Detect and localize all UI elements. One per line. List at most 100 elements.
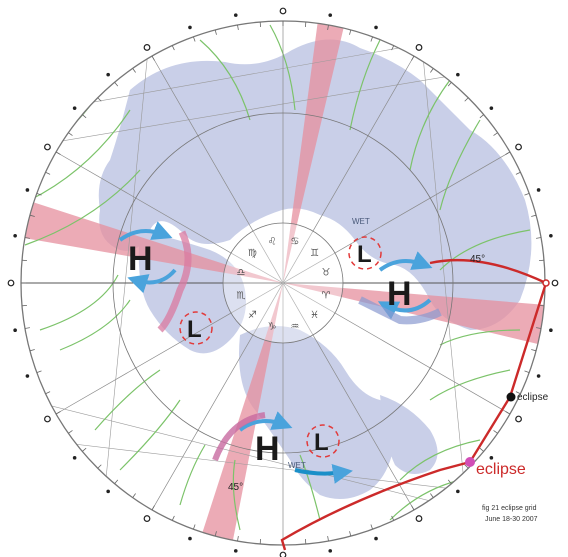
rim-tick (171, 515, 175, 521)
rim-tick (349, 531, 352, 537)
rim-marker (279, 7, 287, 15)
low-pressure-east: L WET (348, 217, 382, 270)
low-pressure-label: L (187, 316, 202, 343)
rim-tick (24, 327, 30, 329)
eclipse-path (280, 258, 548, 551)
low-pressure-label: L (314, 429, 329, 456)
zodiac-glyph: ♌ (268, 236, 277, 247)
red-band-west (21, 198, 283, 283)
high-pressure-label: H (255, 430, 280, 468)
rim-tick (68, 132, 73, 136)
rim-tick (370, 36, 373, 42)
angle-label-right: 45° (470, 254, 485, 265)
rim-marker (328, 549, 333, 553)
rim-marker (279, 551, 287, 557)
rim-marker (328, 13, 333, 17)
rim-tick (45, 171, 51, 175)
wet-label: WET (288, 461, 306, 470)
rim-tick (515, 391, 521, 395)
zodiac-glyph: ♐ (248, 310, 257, 321)
rim-marker (489, 106, 494, 110)
rim-tick (193, 36, 196, 42)
rim-tick (193, 524, 196, 530)
rim-tick (29, 349, 35, 352)
rim-marker (143, 44, 151, 51)
rim-marker (489, 456, 494, 460)
low-pressure-south: L (306, 424, 340, 458)
eclipse-point-small (506, 392, 516, 402)
rim-tick (151, 55, 155, 61)
rim-marker (25, 374, 30, 378)
rim-marker (374, 25, 378, 30)
rim-marker (106, 489, 110, 494)
rim-marker (415, 44, 423, 51)
zodiac-glyph: ♉ (322, 268, 331, 279)
rim-tick (524, 370, 530, 373)
high-pressure-label: H (387, 275, 412, 313)
rim-marker (233, 549, 238, 553)
eclipse-point-large (465, 457, 475, 467)
rim-marker (374, 536, 378, 541)
rim-tick (411, 505, 415, 511)
eclipse-label-small: eclipse (517, 392, 549, 403)
rim-tick (82, 114, 87, 119)
rim-marker (415, 515, 423, 522)
rim-tick (531, 214, 537, 217)
rim-tick (29, 214, 35, 217)
wet-label: WET (352, 217, 370, 226)
rim-tick (447, 82, 452, 87)
rim-tick (45, 391, 51, 395)
rim-tick (214, 531, 217, 537)
rim-marker (536, 374, 541, 378)
zodiac-glyph: ♏ (236, 290, 245, 301)
zodiac-glyph: ♎ (236, 268, 245, 279)
rim-tick (151, 505, 155, 511)
rim-tick (82, 447, 87, 452)
rim-markers (7, 7, 559, 557)
zodiac-glyph: ♊ (310, 248, 319, 259)
rim-tick (327, 536, 329, 542)
zodiac-glyph: ♑ (268, 322, 277, 333)
rim-tick (114, 82, 119, 87)
rim-tick (447, 479, 452, 484)
rim-tick (36, 193, 42, 196)
rim-tick (493, 132, 498, 136)
rim-ticks (21, 21, 545, 545)
rim-tick (55, 411, 61, 415)
high-pressure-south: H WET (212, 411, 353, 484)
low-pressure-label: L (357, 241, 372, 268)
rim-marker (44, 143, 51, 151)
rim-tick (68, 430, 73, 434)
rim-tick (237, 536, 239, 542)
rim-tick (536, 237, 542, 239)
rim-tick (505, 151, 511, 155)
weather-systems: H L L WET H H WET L (118, 217, 442, 484)
rim-tick (411, 55, 415, 61)
rim-marker (13, 328, 17, 333)
rim-tick (370, 524, 373, 530)
rim-tick (531, 349, 537, 352)
rim-tick (36, 370, 42, 373)
rim-tick (505, 411, 511, 415)
rim-marker (549, 328, 553, 333)
rim-tick (464, 97, 469, 102)
low-pressure-west: L (179, 311, 213, 345)
rim-marker (515, 143, 522, 151)
red-band-north (283, 21, 345, 283)
rim-marker (25, 188, 30, 192)
rim-tick (97, 97, 102, 102)
high-pressure-east: H (358, 251, 442, 325)
rim-marker (7, 279, 15, 287)
landmass-southeast (380, 395, 438, 474)
rim-tick (97, 464, 102, 469)
rim-marker (456, 72, 460, 77)
zodiac-glyph: ♈ (322, 290, 331, 301)
red-band-south (200, 283, 283, 545)
rim-marker (106, 72, 110, 77)
rim-marker (515, 415, 522, 423)
caption-line-1: fig 21 eclipse grid (482, 505, 537, 512)
radial-grid (21, 21, 545, 545)
rim-tick (479, 447, 484, 452)
rim-marker (549, 233, 553, 238)
